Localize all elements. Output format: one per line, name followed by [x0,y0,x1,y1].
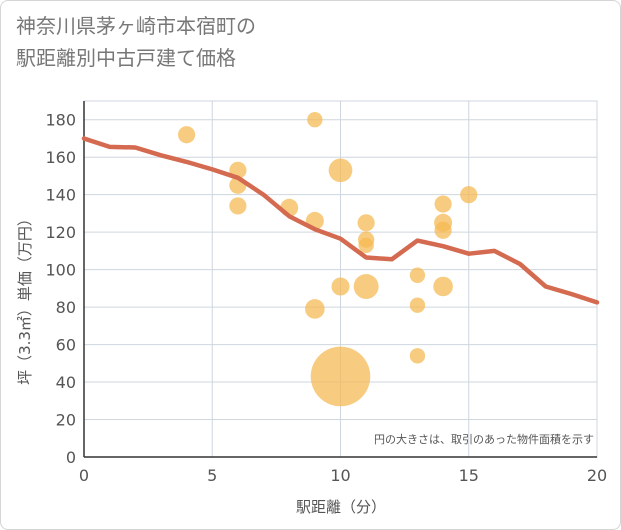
y-tick-label: 140 [45,186,76,205]
bubble-point [357,214,375,232]
bubble-point [409,267,426,283]
bubble-point [358,237,374,253]
y-tick-label: 80 [56,298,76,317]
x-tick-label: 0 [79,466,89,485]
bubbles [178,112,478,407]
chart-title-line-2: 駅距離別中古戸建て価格 [16,46,236,70]
y-tick-label: 60 [56,336,76,355]
y-tick-label: 180 [45,111,76,130]
bubble-point [229,197,247,215]
y-tick-label: 40 [56,373,76,392]
y-tick-label: 120 [45,223,76,242]
y-tick-label: 0 [66,448,76,467]
x-tick-label: 20 [587,466,607,485]
tick-labels: 0 20 40 60 80 100 120 140 160 180 0 5 10 15 20 [45,111,607,485]
bubble-point [409,297,426,313]
x-tick-label: 5 [207,466,217,485]
x-tick-label: 15 [459,466,479,485]
y-axis-label: 坪（3.3㎡）単価（万円） [16,211,34,385]
bubble-point [328,158,353,183]
bubble-point [434,221,452,239]
x-tick-label: 10 [330,466,350,485]
chart-title: 神奈川県茅ヶ崎市本宿町の 駅距離別中古戸建て価格 [16,10,606,74]
bubble-point [310,346,371,407]
trend-line-group [81,136,600,305]
trend-line [81,136,600,305]
bubble-point [331,277,350,296]
axes [83,101,597,458]
chart-title-line-1: 神奈川県茅ヶ崎市本宿町の [16,14,256,38]
y-tick-label: 100 [45,261,76,280]
y-tick-label: 20 [56,411,76,430]
bubble-point [307,112,323,128]
bubble-point [433,276,453,297]
y-tick-label: 160 [45,148,76,167]
x-axis-label: 駅距離（分） [296,498,386,516]
bubble-point [305,299,325,319]
bubble-point [409,348,426,364]
bubble-point [178,126,196,144]
bubble-point [434,195,452,213]
bubble-point [353,274,379,299]
bubble-point [460,186,478,204]
size-note: 円の大きさは、取引のあった物件面積を示す [374,432,594,446]
